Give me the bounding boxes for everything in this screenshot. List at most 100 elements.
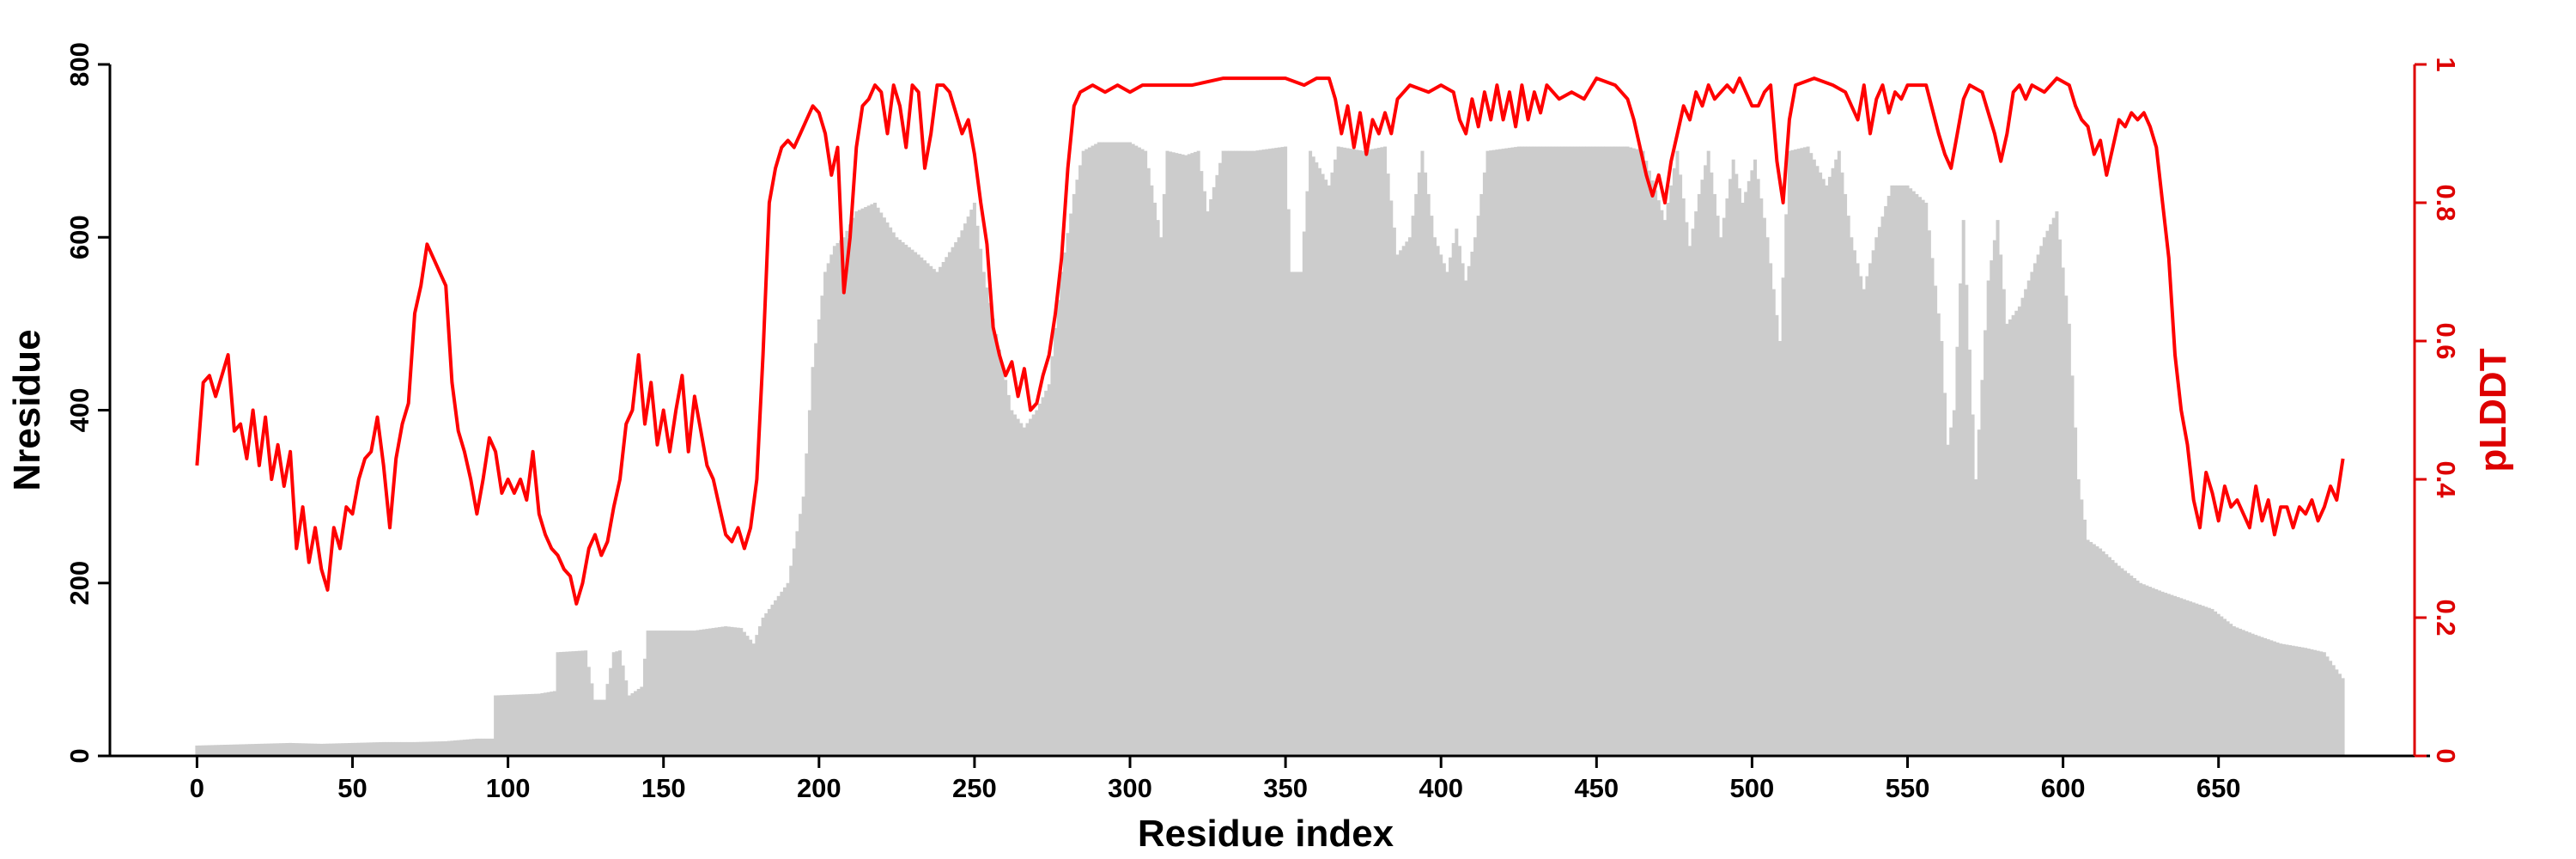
residue-bar (2260, 637, 2264, 756)
residue-bar (801, 497, 805, 757)
residue-bar (453, 740, 458, 756)
residue-bar (2210, 608, 2215, 756)
residue-bar (198, 745, 203, 756)
residue-bar (1819, 172, 1823, 756)
residue-bar (1091, 145, 1095, 757)
residue-bar (717, 627, 721, 756)
residue-bar (839, 240, 843, 757)
residue-bar (1196, 150, 1200, 757)
residue-bar (1604, 146, 1608, 757)
residue-bar (1152, 203, 1157, 756)
residue-bar (1056, 300, 1060, 756)
residue-bar (864, 207, 868, 756)
residue-bar (1330, 172, 1334, 756)
residue-bar (1622, 146, 1626, 757)
residue-bar (1965, 284, 1969, 757)
residue-bar (1585, 146, 1589, 757)
residue-bar (1601, 146, 1605, 757)
residue-bar (1704, 165, 1708, 756)
y-left-tick-label: 400 (64, 388, 94, 433)
residue-bar (590, 683, 594, 756)
plddt-line (195, 76, 2345, 606)
residue-bar (354, 742, 358, 756)
residue-bar (254, 744, 258, 756)
residue-bar (350, 742, 355, 756)
residue-bar (954, 242, 958, 756)
residue-bar (1741, 203, 1745, 756)
residue-bar (1675, 150, 1680, 757)
residue-bar (307, 743, 311, 756)
residue-bar (2216, 613, 2221, 756)
residue-bar (1874, 237, 1879, 756)
residue-bar (1952, 410, 1956, 756)
residue-bar (1121, 142, 1126, 756)
residue-bar (1401, 246, 1406, 756)
residue-bar (1834, 159, 1838, 756)
residue-bar (1837, 150, 1841, 757)
residue-bar (2154, 588, 2159, 756)
residue-bar (394, 741, 398, 756)
residue-bar (2235, 627, 2239, 756)
residue-bar (2033, 263, 2038, 756)
residue-bar (2070, 375, 2075, 756)
residue-bar (220, 745, 224, 756)
residue-bar (2126, 573, 2130, 756)
residue-bar (1252, 150, 1256, 757)
residue-bar (811, 367, 815, 756)
residue-bar (556, 652, 560, 756)
residue-bar (1246, 150, 1250, 757)
residue-bar (1243, 150, 1248, 757)
residue-bar (425, 741, 429, 756)
residue-bar (2064, 295, 2069, 756)
x-tick-label: 350 (1263, 773, 1308, 803)
residue-bar (671, 631, 675, 756)
tick-marks-and-labels: 0 50 100 150 200 250 300 350 400 450 500 550 600 6500… (64, 42, 2461, 803)
residue-bar (2239, 628, 2243, 756)
residue-bar (1156, 220, 1160, 757)
y-right-tick-label: 0.2 (2431, 599, 2461, 636)
residue-bar (487, 738, 491, 757)
residue-bar (767, 608, 771, 756)
residue-bar (1685, 222, 1689, 756)
residue-bar (1706, 150, 1710, 757)
residue-bar (1181, 154, 1185, 756)
residue-bar (1635, 149, 1639, 757)
y-left-tick-label: 200 (64, 561, 94, 606)
residue-bar (1050, 356, 1054, 756)
residue-bar (792, 548, 796, 756)
residue-bar (1209, 198, 1213, 757)
residue-bar (1259, 149, 1263, 756)
residue-bar (683, 631, 688, 756)
residue-bar (264, 743, 268, 756)
residue-bar (387, 741, 392, 756)
residue-bar (475, 738, 479, 757)
residue-bar (1884, 206, 1888, 756)
residue-bar (204, 745, 209, 756)
residue-bar (2061, 267, 2065, 757)
residue-bar (1426, 193, 1431, 756)
residue-bar (1629, 147, 1633, 757)
residue-bar (1267, 149, 1273, 757)
residue-bar (1687, 246, 1692, 756)
residue-bar (761, 618, 765, 756)
residue-bar (1656, 200, 1661, 757)
residue-bar (1240, 150, 1244, 757)
residue-bar (2080, 499, 2084, 756)
residue-bar (1771, 289, 1776, 757)
residue-bar (412, 741, 416, 756)
residue-bar (241, 744, 246, 756)
residue-bar (331, 743, 336, 756)
residue-bar (1305, 191, 1309, 756)
residue-bar (1395, 254, 1400, 757)
residue-bar (301, 743, 305, 756)
x-tick-label: 250 (952, 773, 997, 803)
residue-bar (1986, 280, 1990, 756)
residue-bar (636, 689, 641, 756)
residue-bar (745, 636, 750, 756)
residue-bar (817, 319, 821, 756)
residue-bar (1159, 237, 1163, 756)
residue-bar (1498, 149, 1503, 757)
residue-bar (2247, 632, 2251, 756)
residue-bar (596, 699, 600, 756)
residue-bar (627, 695, 631, 756)
